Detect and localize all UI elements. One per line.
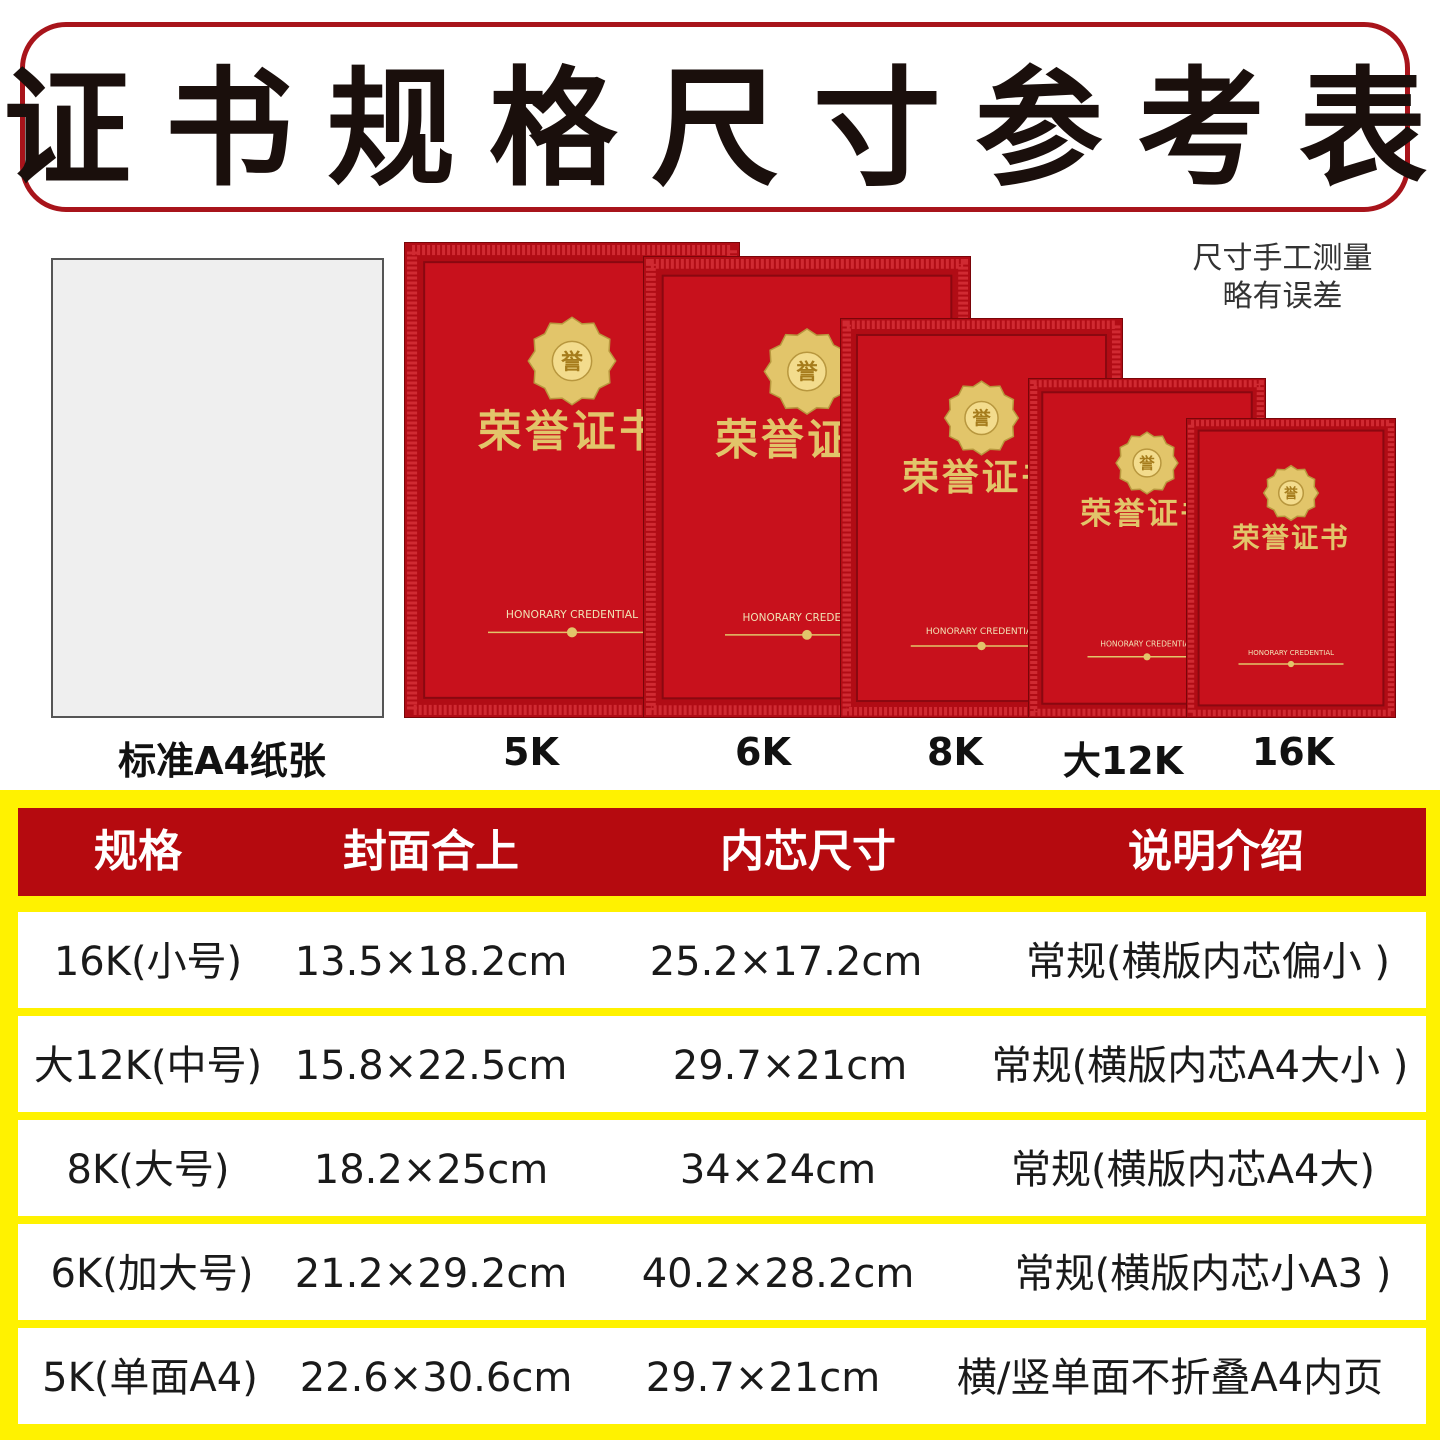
title-banner: 证书规格尺寸参考表 — [3, 22, 1427, 212]
emblem-center — [551, 340, 593, 382]
cover-subtitle: HONORARY CREDENTIAL — [1100, 640, 1194, 649]
cell-desc: 常规(横版内芯A4大) — [1010, 1147, 1376, 1193]
cover-subtitle: HONORARY CREDENTIAL — [1248, 649, 1334, 657]
label-12k: 大12K — [1062, 739, 1184, 783]
size-table: 规格 封面合上 内芯尺寸 说明介绍 16K(小号) 13.5×18.2cm 25… — [0, 790, 1440, 1440]
a4-paper-sample — [51, 258, 384, 718]
label-8k: 8K — [927, 730, 983, 774]
header-spec: 规格 — [94, 826, 182, 877]
table-header: 规格 封面合上 内芯尺寸 说明介绍 — [18, 808, 1426, 896]
label-6k: 6K — [735, 730, 791, 774]
table-row: 16K(小号) 13.5×18.2cm 25.2×17.2cm 常规(横版内芯偏… — [18, 912, 1426, 1008]
cell-desc: 常规(横版内芯A4大小 ) — [991, 1043, 1409, 1089]
cell-cover: 13.5×18.2cm — [294, 939, 568, 985]
cover-flourish-dot — [1143, 653, 1151, 661]
cover-subtitle: HONORARY CREDENTIAL — [506, 608, 638, 621]
cell-cover: 18.2×25cm — [313, 1147, 549, 1193]
emblem-char: 誉 — [561, 349, 583, 375]
note-line-2: 略有误差 — [1222, 279, 1343, 314]
emblem-center — [1277, 479, 1305, 507]
table-row: 8K(大号) 18.2×25cm 34×24cm 常规(横版内芯A4大) — [18, 1120, 1426, 1216]
emblem-char: 誉 — [796, 359, 818, 385]
cell-spec: 16K(小号) — [53, 939, 243, 985]
cell-inner: 34×24cm — [679, 1147, 877, 1193]
cover-flourish-dot — [977, 641, 986, 651]
header-desc: 说明介绍 — [1128, 826, 1304, 877]
measurement-note: 尺寸手工测量 略有误差 — [1170, 240, 1395, 316]
header-cover: 封面合上 — [343, 826, 519, 877]
emblem-char: 誉 — [1138, 454, 1155, 473]
cell-inner: 25.2×17.2cm — [649, 939, 923, 985]
emblem-center — [787, 351, 827, 392]
emblem-center — [1132, 448, 1162, 478]
cell-desc: 横/竖单面不折叠A4内页 — [956, 1355, 1384, 1401]
cell-cover: 22.6×30.6cm — [299, 1355, 573, 1401]
label-a4: 标准A4纸张 — [118, 739, 326, 783]
emblem-char: 誉 — [1283, 485, 1298, 502]
cover-flourish-dot — [802, 629, 812, 640]
table-row: 大12K(中号) 15.8×22.5cm 29.7×21cm 常规(横版内芯A4… — [18, 1016, 1426, 1112]
certificate-16k: 誉荣誉证书 HONORARY CREDENTIAL — [1186, 418, 1396, 718]
cover-flourish-dot — [1287, 660, 1295, 668]
cell-inner: 29.7×21cm — [645, 1355, 881, 1401]
table-row: 5K(单面A4) 22.6×30.6cm 29.7×21cm 横/竖单面不折叠A… — [18, 1328, 1426, 1424]
label-16k: 16K — [1251, 730, 1335, 774]
page-title: 证书规格尺寸参考表 — [3, 54, 1440, 204]
cell-cover: 21.2×29.2cm — [294, 1251, 568, 1297]
cell-spec: 5K(单面A4) — [42, 1355, 258, 1401]
cell-spec: 大12K(中号) — [33, 1043, 263, 1089]
cell-spec: 6K(加大号) — [50, 1251, 254, 1297]
cover-title: 荣誉证书 — [478, 407, 666, 458]
label-5k: 5K — [503, 730, 559, 774]
cell-desc: 常规(横版内芯小A3 ) — [1014, 1251, 1392, 1297]
emblem-char: 誉 — [972, 408, 991, 430]
table-row: 6K(加大号) 21.2×29.2cm 40.2×28.2cm 常规(横版内芯小… — [18, 1224, 1426, 1320]
cover-flourish-dot — [566, 627, 578, 638]
emblem-center — [964, 400, 999, 436]
cell-inner: 40.2×28.2cm — [641, 1251, 915, 1297]
header-inner: 内芯尺寸 — [720, 826, 896, 877]
cover-title: 荣誉证书 — [1232, 523, 1350, 554]
cell-desc: 常规(横版内芯偏小 ) — [1026, 939, 1390, 985]
cover-subtitle: HONORARY CREDENTIAL — [926, 627, 1037, 637]
cell-spec: 8K(大号) — [66, 1147, 230, 1193]
cell-inner: 29.7×21cm — [672, 1043, 908, 1089]
note-line-1: 尺寸手工测量 — [1192, 241, 1373, 276]
cell-cover: 15.8×22.5cm — [294, 1043, 568, 1089]
